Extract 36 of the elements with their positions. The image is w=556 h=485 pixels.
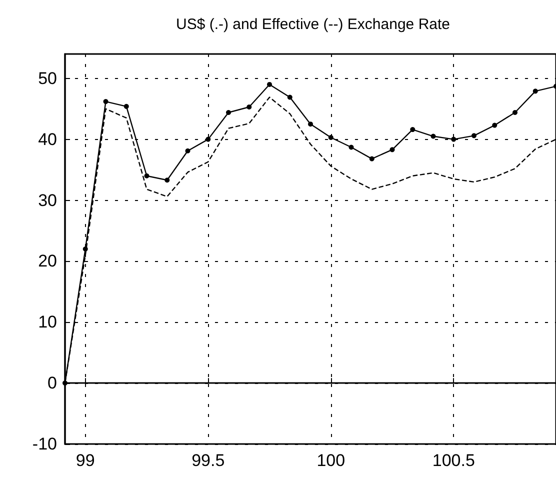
point bbox=[287, 94, 292, 100]
point bbox=[226, 110, 232, 115]
point bbox=[532, 88, 538, 94]
point bbox=[206, 136, 211, 142]
point bbox=[185, 148, 190, 154]
y-tick-label: -10 bbox=[32, 434, 57, 454]
x-tick-label: 100 bbox=[316, 451, 346, 470]
point bbox=[328, 134, 334, 140]
point bbox=[430, 134, 436, 139]
x-tick-label: 99 bbox=[76, 451, 95, 470]
point bbox=[62, 380, 68, 386]
y-tick-label: 0 bbox=[48, 374, 57, 393]
point bbox=[451, 136, 456, 142]
point bbox=[512, 110, 518, 115]
point bbox=[348, 144, 354, 150]
point bbox=[164, 178, 170, 183]
y-tick-label: 10 bbox=[38, 312, 57, 332]
point bbox=[390, 147, 395, 152]
point bbox=[103, 99, 108, 104]
point bbox=[144, 173, 150, 178]
point bbox=[369, 156, 374, 162]
x-tick-label: 100.5 bbox=[432, 451, 475, 470]
point bbox=[267, 82, 272, 87]
point bbox=[246, 104, 252, 110]
x-tick-label: 99.5 bbox=[192, 451, 225, 470]
point bbox=[308, 122, 313, 127]
point bbox=[82, 246, 88, 252]
y-tick-label: 40 bbox=[38, 130, 57, 149]
point bbox=[124, 104, 129, 109]
y-tick-label: 30 bbox=[38, 190, 57, 210]
point bbox=[410, 127, 416, 132]
chart-title: US$ (.-) and Effective (--) Exchange Rate bbox=[176, 16, 450, 33]
point bbox=[472, 133, 477, 138]
y-tick-label: 20 bbox=[38, 252, 57, 271]
point bbox=[492, 122, 498, 128]
y-tick-label: 50 bbox=[38, 68, 57, 88]
